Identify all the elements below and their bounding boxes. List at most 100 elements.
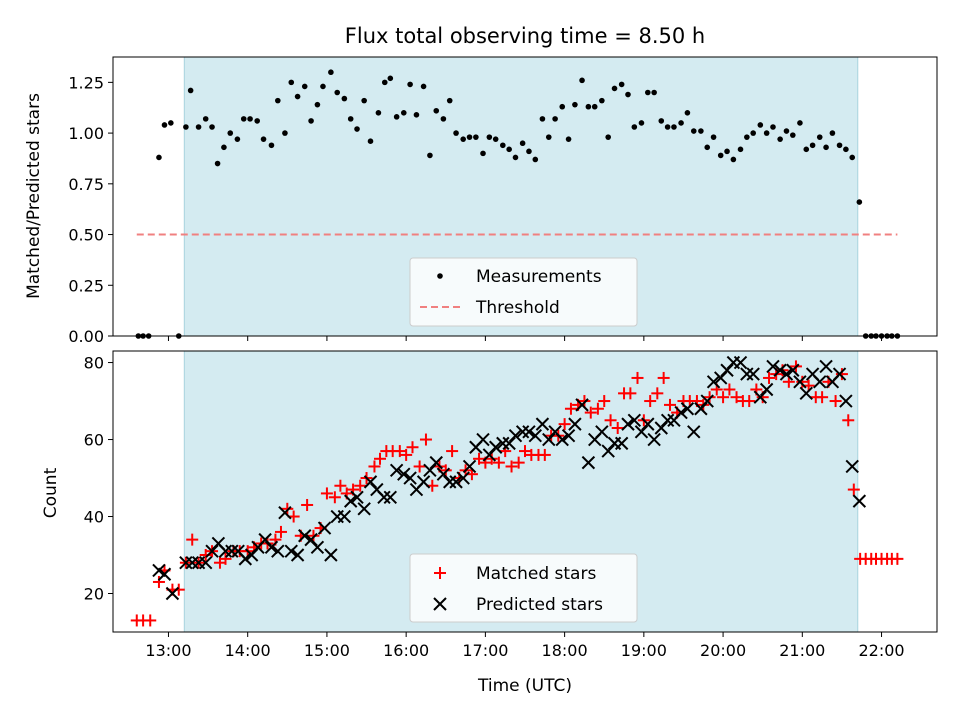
predicted-star-point bbox=[779, 367, 794, 381]
matched-star-point bbox=[274, 525, 287, 538]
matched-star-point bbox=[492, 456, 505, 469]
measurement-point bbox=[341, 95, 348, 102]
matched-star-point bbox=[564, 402, 577, 415]
y-tick-label: 40 bbox=[84, 508, 104, 527]
measurement-point bbox=[473, 134, 479, 140]
bottom-y-axis-label: Count bbox=[41, 467, 61, 518]
predicted-star-point bbox=[337, 509, 352, 524]
predicted-star-point bbox=[839, 394, 853, 408]
measurement-point bbox=[545, 134, 552, 140]
predicted-star-point bbox=[389, 463, 404, 478]
measurement-point bbox=[254, 118, 260, 124]
measurement-point bbox=[202, 116, 209, 122]
y-tick-label: 20 bbox=[84, 585, 104, 604]
x-tick-label: 19:00 bbox=[621, 641, 667, 660]
measurement-point bbox=[664, 124, 671, 130]
measurement-point bbox=[361, 97, 367, 104]
measurement-point bbox=[328, 69, 334, 76]
measurement-point bbox=[803, 146, 810, 153]
top-legend: Measurements Threshold bbox=[409, 257, 638, 327]
predicted-star-point bbox=[383, 490, 398, 504]
measurement-point bbox=[187, 87, 194, 94]
x-tick-label: 13:00 bbox=[145, 641, 191, 660]
measurement-point bbox=[275, 97, 281, 104]
predicted-star-point bbox=[185, 556, 199, 570]
matched-star-point bbox=[393, 445, 406, 458]
measurement-point bbox=[737, 146, 744, 153]
matched-star-point bbox=[730, 391, 743, 404]
measurement-point bbox=[320, 83, 326, 90]
measurement-point bbox=[770, 124, 776, 130]
matched-star-point bbox=[631, 371, 644, 384]
matched-star-point bbox=[578, 395, 591, 408]
measurement-point bbox=[347, 116, 354, 122]
matched-star-point bbox=[354, 479, 367, 492]
predicted-star-point bbox=[706, 375, 721, 389]
predicted-star-point bbox=[357, 502, 371, 516]
measurement-point bbox=[234, 136, 241, 142]
chart-title: Flux total observing time = 8.50 h bbox=[345, 24, 705, 48]
predicted-star-point bbox=[225, 544, 239, 558]
y-tick-label: 1.00 bbox=[68, 124, 104, 143]
measurement-point bbox=[227, 130, 234, 136]
measurement-point bbox=[301, 83, 308, 90]
predicted-star-point bbox=[284, 544, 298, 558]
x-tick-label: 18:00 bbox=[542, 641, 588, 660]
x-tick-label: 17:00 bbox=[462, 641, 508, 660]
x-tick-label: 22:00 bbox=[858, 641, 904, 660]
matched-star-point bbox=[400, 448, 413, 461]
measurement-point bbox=[221, 144, 227, 151]
predicted-star-point bbox=[462, 459, 477, 474]
predicted-star-point bbox=[403, 471, 417, 485]
y-tick-label: 0.00 bbox=[68, 327, 104, 346]
legend-predicted-marker bbox=[433, 597, 447, 611]
legend-matched-marker bbox=[434, 567, 446, 579]
predicted-star-point bbox=[561, 428, 576, 443]
predicted-star-point bbox=[627, 413, 642, 427]
measurement-point bbox=[625, 91, 631, 98]
measurement-point bbox=[453, 130, 459, 136]
measurement-point bbox=[460, 136, 467, 142]
predicted-star-point bbox=[317, 521, 332, 535]
measurement-point bbox=[209, 124, 215, 130]
predicted-star-point bbox=[496, 436, 510, 451]
top-y-ticks: 0.00 0.25 0.50 0.75 1.00 1.25 bbox=[68, 73, 113, 346]
measurement-point bbox=[433, 107, 440, 114]
predicted-star-point bbox=[746, 367, 760, 381]
measurement-point bbox=[393, 114, 400, 120]
matched-star-point bbox=[816, 391, 829, 404]
bottom-y-ticks: 20 40 60 80 bbox=[84, 354, 113, 604]
measurement-point bbox=[334, 89, 341, 96]
predicted-star-point bbox=[218, 544, 233, 558]
matched-star-point bbox=[891, 552, 904, 565]
measurement-point bbox=[836, 142, 843, 149]
measurement-point bbox=[579, 77, 585, 84]
matched-star-point bbox=[374, 452, 387, 465]
predicted-star-point bbox=[377, 490, 391, 504]
predicted-star-point bbox=[416, 475, 431, 489]
predicted-star-point bbox=[832, 367, 847, 381]
measurement-point bbox=[526, 148, 532, 155]
predicted-star-point bbox=[568, 417, 582, 431]
measurement-point bbox=[440, 116, 447, 122]
top-y-axis-label: Matched/Predicted stars bbox=[24, 93, 44, 299]
predicted-star-point bbox=[773, 363, 787, 377]
measurement-point bbox=[843, 146, 849, 153]
x-tick-label: 21:00 bbox=[779, 641, 825, 660]
predicted-star-point bbox=[786, 363, 800, 377]
measurement-point bbox=[354, 126, 360, 132]
y-tick-label: 60 bbox=[84, 431, 104, 450]
x-axis-label: Time (UTC) bbox=[477, 676, 572, 696]
measurement-point bbox=[506, 146, 512, 153]
matched-star-point bbox=[186, 533, 199, 546]
predicted-star-point bbox=[157, 567, 172, 581]
predicted-star-point bbox=[555, 432, 569, 447]
bottom-legend: Matched stars Predicted stars bbox=[409, 553, 638, 623]
matched-star-point bbox=[644, 395, 657, 408]
measurement-point bbox=[183, 124, 189, 130]
predicted-star-point bbox=[456, 471, 470, 485]
predicted-star-point bbox=[852, 494, 867, 508]
measurement-point bbox=[407, 81, 413, 88]
predicted-star-points bbox=[152, 355, 867, 601]
